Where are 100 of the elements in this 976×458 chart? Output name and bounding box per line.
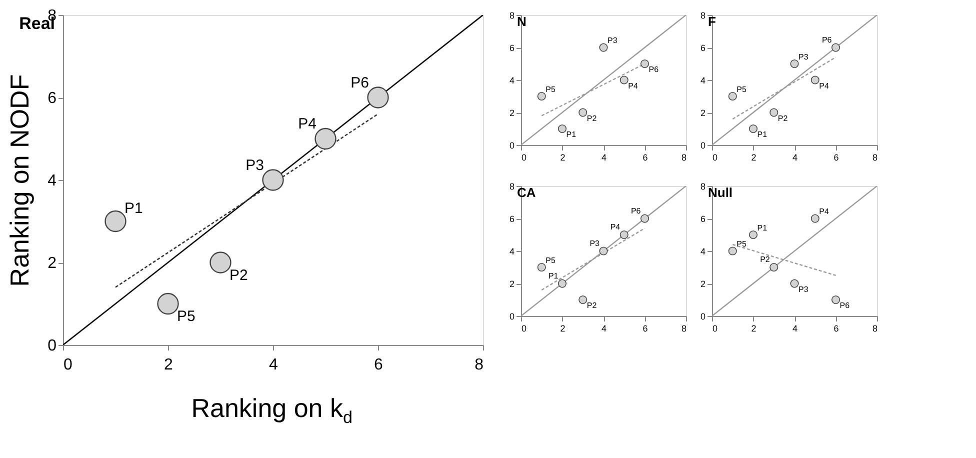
y-tick-label: 8 bbox=[509, 182, 514, 192]
x-tick-label: 6 bbox=[374, 356, 384, 374]
chart-title: F bbox=[708, 14, 716, 29]
point bbox=[537, 262, 546, 272]
point bbox=[748, 230, 758, 240]
x-tick-label: 6 bbox=[642, 152, 648, 162]
point bbox=[770, 262, 778, 272]
y-tick-label: 0 bbox=[509, 312, 514, 322]
point bbox=[578, 108, 588, 117]
annotation: P1 bbox=[124, 200, 143, 217]
y-tick-label: 6 bbox=[509, 43, 514, 53]
point bbox=[558, 124, 567, 134]
annotation: P1 bbox=[757, 130, 768, 140]
x-tick-label: 6 bbox=[642, 324, 648, 334]
annotation: P5 bbox=[736, 84, 747, 94]
point bbox=[831, 43, 840, 52]
point bbox=[810, 76, 820, 84]
point bbox=[640, 214, 650, 223]
point bbox=[620, 230, 628, 240]
y-tick-label: 2 bbox=[509, 108, 514, 118]
annotation: P6 bbox=[648, 65, 660, 74]
x-tick-label: 8 bbox=[872, 152, 878, 162]
point bbox=[810, 214, 820, 223]
x-tick-label: 2 bbox=[751, 324, 756, 334]
annotation: P4 bbox=[819, 81, 830, 90]
point bbox=[748, 124, 758, 134]
annotation: P1 bbox=[566, 130, 577, 140]
point bbox=[578, 295, 588, 304]
annotation: P5 bbox=[177, 308, 196, 326]
x-tick-label: 8 bbox=[474, 356, 484, 374]
y-tick-label: 4 bbox=[509, 76, 514, 86]
y-tick-label: 0 bbox=[509, 140, 514, 150]
annotation: P5 bbox=[736, 240, 747, 249]
y-tick-label: 8 bbox=[509, 10, 514, 20]
point bbox=[640, 59, 650, 68]
point bbox=[620, 76, 628, 84]
annotation: P4 bbox=[628, 81, 638, 90]
y-tick-label: 2 bbox=[700, 279, 706, 289]
annotation: P5 bbox=[546, 84, 556, 94]
x-tick-label: 8 bbox=[872, 324, 878, 334]
x-tick-label: 0 bbox=[712, 324, 718, 334]
x-tick-label: 0 bbox=[522, 152, 527, 162]
chart-title: CA bbox=[516, 185, 536, 200]
x-tick-label: 4 bbox=[792, 152, 798, 162]
point bbox=[537, 92, 546, 101]
annotation: P2 bbox=[760, 255, 770, 264]
x-tick-label: 6 bbox=[834, 324, 839, 334]
y-tick-label: 0 bbox=[48, 338, 57, 354]
annotation: P3 bbox=[608, 36, 618, 46]
annotation: P1 bbox=[548, 271, 559, 280]
y-tick-label: 8 bbox=[700, 10, 706, 20]
x-tick-label: 2 bbox=[164, 356, 174, 374]
annotation: P5 bbox=[546, 256, 556, 265]
x-tick-label: 0 bbox=[522, 324, 527, 334]
annotation: P3 bbox=[590, 238, 600, 248]
annotation: P6 bbox=[350, 74, 369, 92]
y-tick-label: 6 bbox=[509, 214, 514, 224]
x-tick-label: 4 bbox=[792, 324, 798, 334]
annotation: P2 bbox=[586, 301, 598, 310]
x-tick-label: 2 bbox=[560, 152, 566, 162]
annotation: P2 bbox=[778, 114, 788, 123]
annotation: P3 bbox=[798, 52, 809, 62]
y-tick-label: 0 bbox=[700, 312, 706, 322]
annotation: P2 bbox=[230, 266, 248, 284]
point bbox=[770, 108, 778, 117]
x-tick-label: 4 bbox=[601, 324, 607, 334]
point bbox=[728, 246, 737, 256]
y-tick-label: 4 bbox=[48, 172, 57, 190]
annotation: P3 bbox=[246, 156, 264, 174]
point bbox=[599, 43, 608, 52]
y-tick-label: 6 bbox=[700, 43, 706, 53]
y-tick-label: 2 bbox=[509, 279, 514, 289]
chart-title: N bbox=[516, 14, 526, 29]
annotation: P4 bbox=[610, 222, 621, 232]
x-tick-label: 6 bbox=[834, 152, 839, 162]
point bbox=[831, 295, 840, 304]
y-tick-label: 8 bbox=[700, 182, 706, 192]
annotation: P4 bbox=[819, 207, 830, 216]
annotation: P2 bbox=[586, 114, 598, 123]
point bbox=[790, 59, 799, 68]
y-axis-title: Ranking on NODF bbox=[4, 74, 35, 287]
x-tick-label: 0 bbox=[712, 152, 718, 162]
x-tick-label: 8 bbox=[681, 324, 686, 334]
y-tick-label: 4 bbox=[509, 246, 514, 256]
x-tick-label: 8 bbox=[681, 152, 686, 162]
annotation: P6 bbox=[630, 206, 642, 216]
point bbox=[599, 246, 608, 256]
y-tick-label: 4 bbox=[700, 246, 706, 256]
y-tick-label: 0 bbox=[700, 140, 706, 150]
annotation: P4 bbox=[298, 116, 316, 133]
x-tick-label: 4 bbox=[269, 356, 278, 374]
annotation: P6 bbox=[840, 301, 850, 310]
annotation: P6 bbox=[822, 35, 832, 44]
point bbox=[558, 279, 567, 288]
point bbox=[728, 92, 737, 101]
x-tick-label: 4 bbox=[601, 152, 607, 162]
x-tick-label: 0 bbox=[64, 356, 72, 374]
chart-title: Null bbox=[708, 185, 733, 200]
y-tick-label: 2 bbox=[700, 108, 706, 118]
annotation: P3 bbox=[798, 284, 809, 294]
